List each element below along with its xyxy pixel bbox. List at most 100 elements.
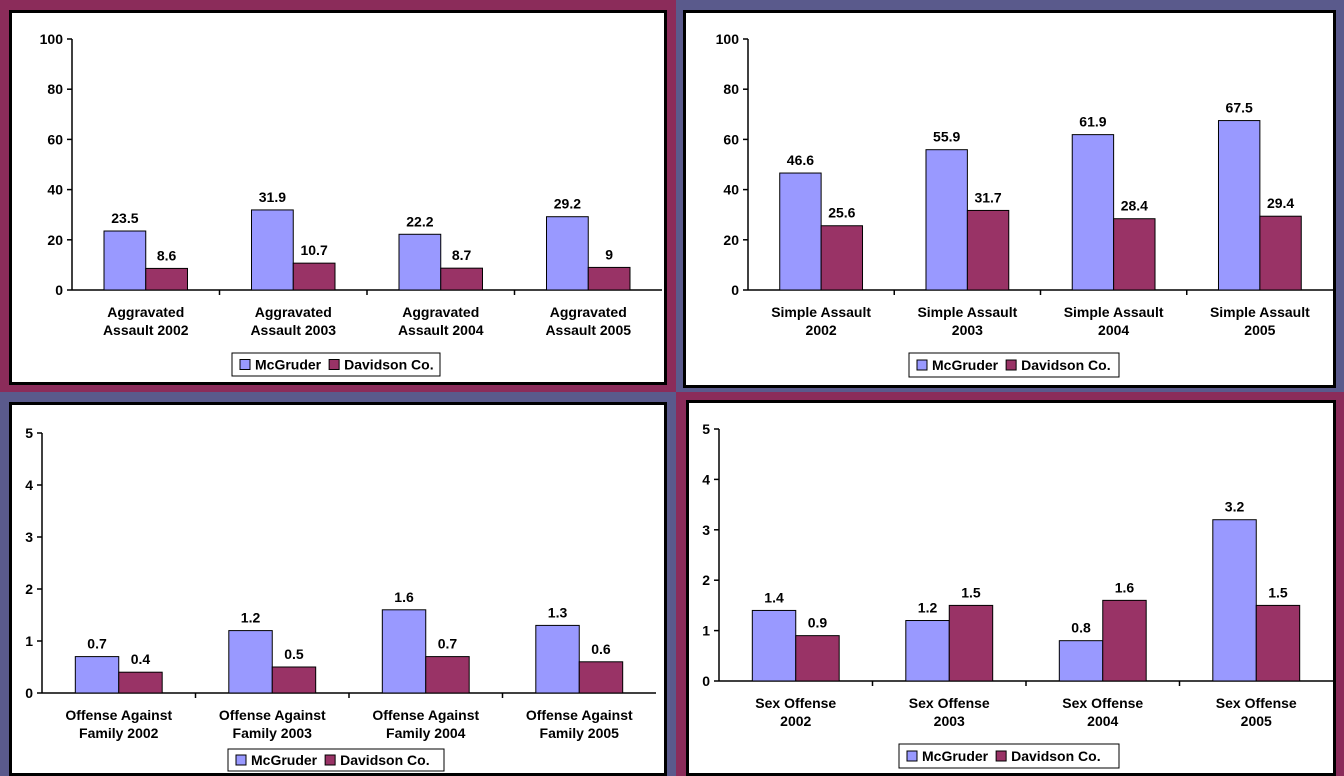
x-category-label: Sex Offense 2002	[755, 695, 836, 729]
y-tick-label: 40	[723, 182, 739, 198]
y-tick-label: 80	[723, 81, 739, 97]
bar-davidson	[118, 671, 163, 694]
y-tick-label: 20	[723, 232, 739, 248]
legend: McGruder Davidson Co.	[908, 352, 1120, 378]
chart-aggravated-assault: 0 20 40 60 80 100 23.5 8.6 Aggravated Assault 200…	[40, 31, 662, 377]
bar-mcgruder	[905, 620, 950, 682]
bar-davidson	[966, 209, 1010, 291]
quadrant-bottom-left: 0 1 2 3 4 5 0.7 0.4 Offense Against Family 2002 1.…	[0, 392, 676, 776]
data-label-davidson: 25.6	[828, 205, 855, 221]
bar-mcgruder	[228, 630, 273, 694]
y-tick-label: 0	[25, 685, 33, 701]
y-tick-label: 1	[702, 623, 710, 639]
data-label-mcgruder: 1.6	[394, 589, 414, 605]
legend-swatch-mcgruder	[235, 754, 247, 766]
bar-davidson	[425, 656, 470, 694]
x-category-label: Simple Assault 2004	[1064, 304, 1164, 338]
data-label-davidson: 0.5	[284, 646, 304, 662]
data-label-davidson: 1.6	[1115, 579, 1135, 595]
data-label-davidson: 1.5	[1268, 584, 1288, 600]
x-category-label: Sex Offense 2004	[1062, 695, 1143, 729]
data-label-mcgruder: 23.5	[111, 210, 138, 226]
data-label-davidson: 9	[605, 246, 613, 262]
y-tick-label: 100	[40, 31, 64, 47]
x-category-label: Aggravated Assault 2004	[398, 304, 484, 338]
x-category-label: Sex Offense 2005	[1216, 695, 1297, 729]
data-label-davidson: 8.6	[157, 247, 177, 263]
legend-swatch-mcgruder	[906, 750, 918, 762]
data-label-davidson: 29.4	[1267, 195, 1294, 211]
legend-swatch-mcgruder	[239, 359, 251, 370]
bar-mcgruder	[1212, 519, 1257, 682]
data-label-mcgruder: 22.2	[406, 213, 433, 229]
data-label-davidson: 1.5	[961, 584, 981, 600]
data-label-mcgruder: 1.3	[548, 604, 568, 620]
bar-davidson	[1259, 215, 1302, 291]
x-category-label: Offense Against Family 2002	[65, 707, 172, 741]
bar-davidson	[440, 267, 483, 291]
data-label-mcgruder: 0.8	[1071, 620, 1091, 636]
legend: McGruder Davidson Co.	[231, 352, 441, 377]
x-category-label: Simple Assault 2002	[771, 304, 871, 338]
x-category-label: Aggravated Assault 2005	[545, 304, 631, 338]
y-tick-label: 5	[702, 421, 710, 437]
legend-label-mcgruder: McGruder	[255, 357, 322, 373]
legend-label-mcgruder: McGruder	[251, 752, 318, 768]
legend-label-davidson: Davidson Co.	[1021, 357, 1110, 373]
y-tick-label: 60	[47, 131, 63, 147]
bar-davidson	[271, 666, 317, 694]
data-label-mcgruder: 46.6	[787, 152, 814, 168]
bar-davidson	[1113, 218, 1156, 291]
y-tick-label: 5	[25, 425, 33, 441]
legend-label-davidson: Davidson Co.	[1011, 748, 1100, 764]
bar-mcgruder	[751, 609, 797, 682]
y-tick-label: 1	[25, 633, 33, 649]
legend-box	[898, 743, 1120, 769]
chart-panel-offense-against-family: 0 1 2 3 4 5 0.7 0.4 Offense Against Family 2002 1.…	[9, 402, 667, 776]
legend-swatch-mcgruder	[916, 359, 928, 371]
y-tick-label: 4	[25, 477, 33, 493]
y-tick-label: 20	[47, 232, 63, 248]
x-category-label: Sex Offense 2003	[909, 695, 990, 729]
bar-mcgruder	[925, 149, 968, 291]
bar-mcgruder	[779, 172, 822, 291]
data-label-davidson: 0.9	[808, 615, 828, 631]
bar-davidson	[1102, 599, 1147, 682]
y-tick-label: 100	[716, 31, 740, 47]
legend: McGruder Davidson Co.	[227, 748, 445, 772]
bar-mcgruder	[381, 609, 427, 694]
chart-panel-simple-assault: 0 20 40 60 80 100 46.6 25.6 Simple Assault 2002 55…	[683, 10, 1336, 388]
y-tick-label: 2	[702, 572, 710, 588]
legend-swatch-davidson	[1005, 359, 1017, 371]
data-label-mcgruder: 0.7	[87, 636, 107, 652]
data-label-davidson: 28.4	[1121, 198, 1148, 214]
bar-mcgruder	[1071, 134, 1115, 291]
y-tick-label: 3	[702, 522, 710, 538]
bar-mcgruder	[1058, 640, 1104, 682]
x-category-label: Simple Assault 2005	[1210, 304, 1310, 338]
chart-panel-aggravated-assault: 0 20 40 60 80 100 23.5 8.6 Aggravated Assault 200…	[9, 10, 667, 385]
legend-swatch-davidson	[328, 359, 340, 370]
data-label-mcgruder: 61.9	[1079, 114, 1106, 130]
chart-offense-against-family: 0 1 2 3 4 5 0.7 0.4 Offense Against Family 2002 1.…	[25, 425, 656, 772]
data-label-davidson: 0.6	[591, 641, 611, 657]
bar-davidson	[587, 266, 631, 291]
y-tick-label: 0	[702, 673, 710, 689]
x-category-label: Simple Assault 2003	[917, 304, 1017, 338]
legend-swatch-davidson	[324, 754, 336, 766]
bar-davidson	[578, 661, 624, 694]
y-tick-label: 0	[731, 282, 739, 298]
chart-simple-assault: 0 20 40 60 80 100 46.6 25.6 Simple Assault 2002 55…	[716, 31, 1333, 378]
bar-davidson	[1255, 604, 1301, 682]
quadrant-top-right: 0 20 40 60 80 100 46.6 25.6 Simple Assault 2002 55…	[676, 0, 1344, 392]
legend-label-mcgruder: McGruder	[932, 357, 999, 373]
legend: McGruder Davidson Co.	[898, 743, 1120, 769]
x-category-label: Aggravated Assault 2002	[103, 304, 189, 338]
data-label-davidson: 0.7	[438, 636, 458, 652]
legend-box	[227, 748, 445, 772]
data-label-mcgruder: 1.4	[764, 589, 784, 605]
bar-mcgruder	[398, 233, 442, 291]
data-label-davidson: 0.4	[131, 651, 151, 667]
bar-davidson	[948, 604, 994, 682]
bar-mcgruder	[103, 230, 147, 291]
